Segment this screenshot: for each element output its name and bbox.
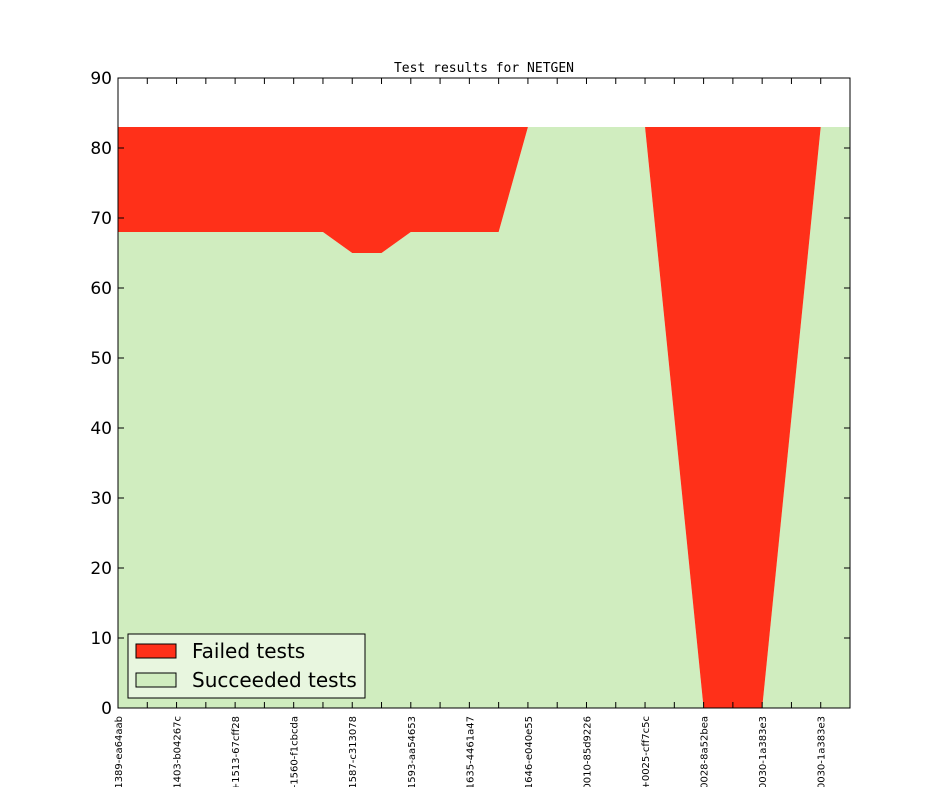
plot-area xyxy=(117,77,851,709)
y-tick-label: 90 xyxy=(90,69,112,89)
y-tick-label: 80 xyxy=(90,139,112,159)
y-tick-label: 60 xyxy=(90,279,112,299)
legend-label: Failed tests xyxy=(192,639,305,663)
legend-label: Succeeded tests xyxy=(192,668,357,692)
x-tick-label: +0025-cff7c5c xyxy=(641,716,652,787)
y-tick-label: 20 xyxy=(90,559,112,579)
x-tick-label: 0028-8a52bea xyxy=(700,716,711,787)
x-tick-label: 0030-1a383e3 xyxy=(758,716,769,787)
x-tick-label: 0010-85d9226 xyxy=(582,716,593,787)
x-tick-label: 1646-e040e55 xyxy=(524,716,535,787)
x-tick-label: 0030-1a383e3 xyxy=(817,716,828,787)
plot-frame xyxy=(117,77,851,709)
x-tick-label: 1587-c313078 xyxy=(348,716,359,787)
y-tick-label: 40 xyxy=(90,419,112,439)
x-tick-label: 1593-aa54653 xyxy=(407,716,418,787)
failed-area xyxy=(118,127,850,708)
legend-swatch xyxy=(135,672,177,688)
chart-title: Test results for NETGEN xyxy=(394,61,574,76)
legend-swatch xyxy=(135,643,177,659)
x-axis: 1389-ea64aab 1403-b04267c +1513-67cff28 -15… xyxy=(114,78,828,787)
y-tick-label: 30 xyxy=(90,489,112,509)
y-tick-label: 50 xyxy=(90,349,112,369)
x-tick-label: 1403-b04267c xyxy=(173,716,184,787)
legend: Failed tests Succeeded tests xyxy=(127,633,366,699)
y-tick-label: 70 xyxy=(90,209,112,229)
y-tick-label: 10 xyxy=(90,629,112,649)
y-axis: 0 10 20 30 40 50 60 70 80 90 xyxy=(90,69,850,719)
x-tick-label: 1389-ea64aab xyxy=(114,716,125,787)
y-tick-label: 0 xyxy=(101,699,112,719)
x-tick-label: 1635-4461a47 xyxy=(465,716,476,787)
x-tick-label: -1560-f1cbcda xyxy=(290,716,301,787)
succeeded-area xyxy=(118,127,850,708)
x-tick-label: +1513-67cff28 xyxy=(231,716,242,787)
